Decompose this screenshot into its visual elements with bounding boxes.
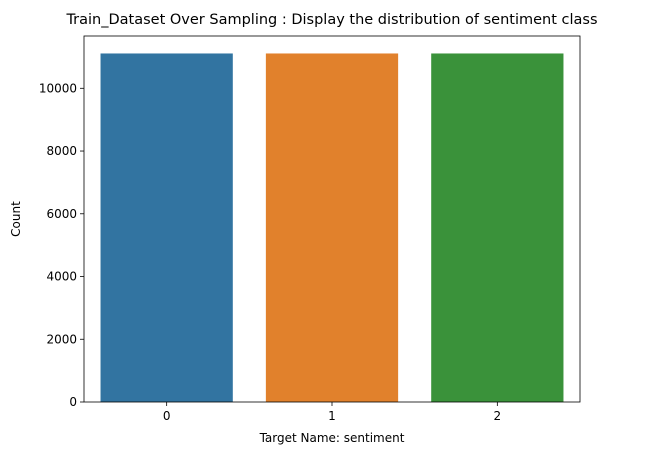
y-tick-label: 10000 xyxy=(39,81,77,95)
x-axis-label: Target Name: sentiment xyxy=(259,431,405,445)
plot-frame xyxy=(83,35,581,403)
bars-group xyxy=(100,53,564,402)
y-tick-label: 2000 xyxy=(46,332,77,346)
y-axis-label: Count xyxy=(9,201,23,237)
y-tick-label: 6000 xyxy=(46,207,77,221)
y-tick-label: 8000 xyxy=(46,144,77,158)
y-tick-label: 0 xyxy=(69,395,77,409)
x-axis-ticks: 0 1 2 xyxy=(163,402,501,423)
y-tick-label: 4000 xyxy=(46,270,77,284)
x-tick-label: 2 xyxy=(494,409,502,423)
bar-0 xyxy=(100,53,233,402)
chart-title: Train_Dataset Over Sampling : Display th… xyxy=(65,12,597,28)
bar-1 xyxy=(265,53,399,402)
x-tick-label: 1 xyxy=(328,409,336,423)
y-axis-ticks: 0 2000 4000 6000 8000 10000 xyxy=(39,81,84,409)
x-tick-label: 0 xyxy=(163,409,171,423)
bar-2 xyxy=(431,53,564,402)
